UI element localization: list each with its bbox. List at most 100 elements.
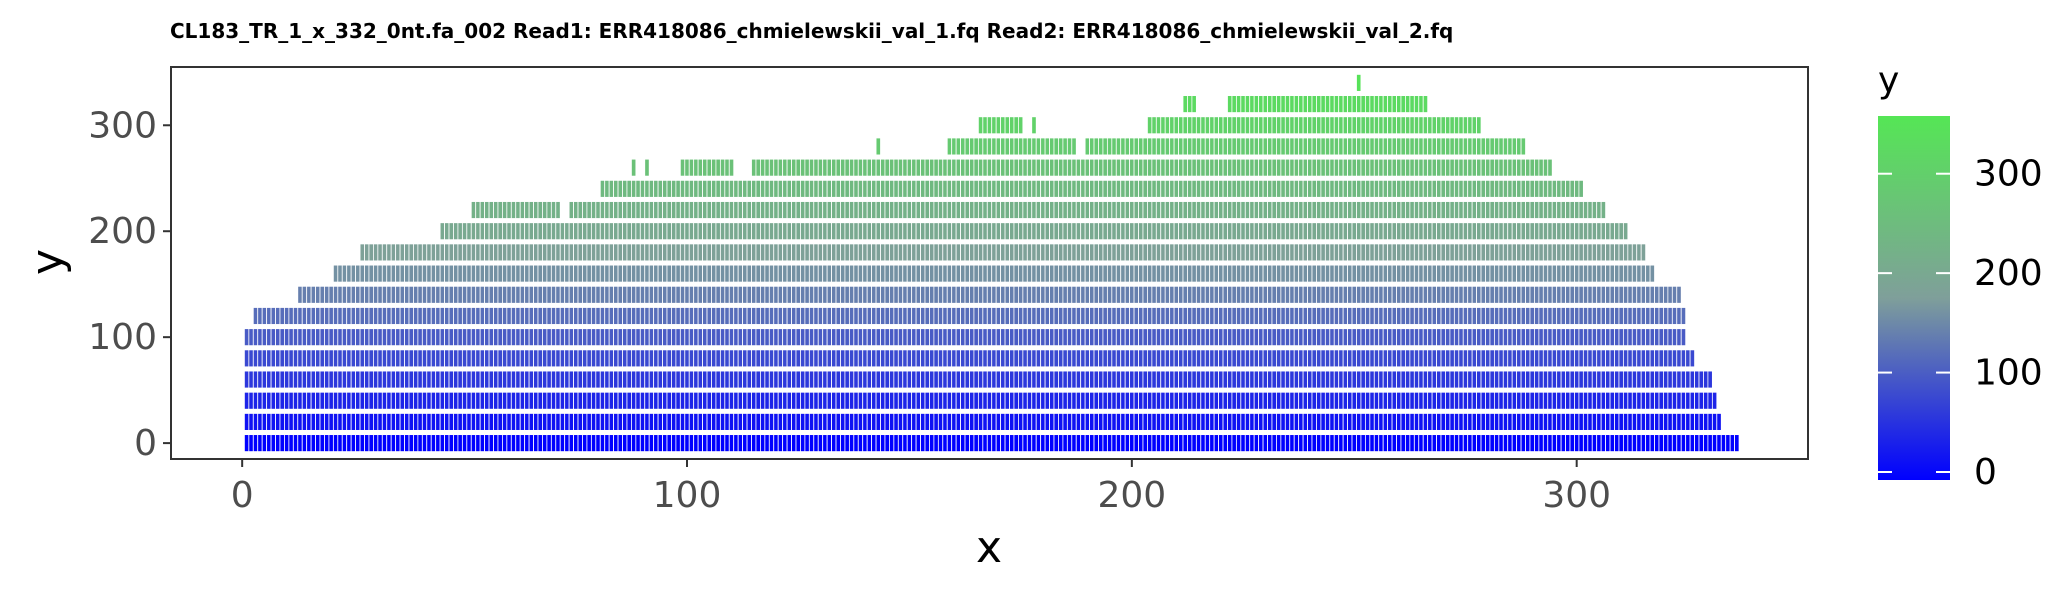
tile <box>1284 243 1291 262</box>
tile <box>911 391 917 410</box>
tile <box>1240 222 1246 241</box>
tile <box>1400 243 1406 262</box>
tile <box>1280 434 1286 452</box>
tile <box>1520 137 1526 156</box>
tile <box>1209 434 1215 452</box>
tile <box>1685 349 1691 368</box>
tile <box>982 264 988 283</box>
tile <box>1071 370 1077 389</box>
tile <box>470 222 477 241</box>
tile <box>657 434 663 452</box>
tile <box>546 413 552 431</box>
tile <box>1071 349 1077 368</box>
tile <box>693 179 699 198</box>
tile <box>1378 328 1384 347</box>
tile <box>1640 413 1647 431</box>
tile <box>1347 370 1353 389</box>
tile <box>1400 370 1406 389</box>
tile <box>875 413 881 431</box>
tile <box>501 391 508 410</box>
tile <box>501 328 508 347</box>
tile <box>1169 243 1175 262</box>
tile <box>582 413 588 431</box>
tile <box>826 243 832 262</box>
tile <box>1680 307 1687 325</box>
tile <box>332 370 339 389</box>
tile <box>688 307 695 325</box>
tile <box>1347 137 1353 156</box>
tile <box>1022 179 1028 198</box>
tile <box>1289 264 1295 283</box>
tile <box>733 285 739 304</box>
tile <box>550 349 557 368</box>
tile <box>306 328 312 347</box>
tile <box>1600 285 1607 304</box>
tile <box>1240 370 1246 389</box>
tile <box>1560 434 1566 452</box>
tile <box>662 179 668 198</box>
tile <box>693 285 699 304</box>
tile <box>1645 370 1651 389</box>
tile <box>1280 391 1286 410</box>
tile <box>929 307 935 325</box>
tile <box>679 158 686 177</box>
tile <box>746 328 752 347</box>
tile <box>350 349 357 368</box>
tile <box>1124 370 1131 389</box>
tile <box>1582 370 1589 389</box>
tile <box>1342 391 1349 410</box>
tile <box>1284 349 1291 368</box>
tile <box>332 264 339 283</box>
tile <box>461 349 468 368</box>
tile <box>1436 370 1442 389</box>
tile <box>1596 370 1602 389</box>
tile <box>1369 413 1375 431</box>
tile <box>479 307 486 325</box>
tile <box>986 243 993 262</box>
tile <box>1195 413 1202 431</box>
tile <box>1231 116 1237 135</box>
tile <box>808 179 815 198</box>
tile <box>960 137 966 156</box>
tile <box>1364 370 1371 389</box>
tile <box>1195 158 1202 177</box>
tile <box>284 349 290 368</box>
tile <box>1663 370 1669 389</box>
tile <box>1209 370 1215 389</box>
tile <box>1271 285 1277 304</box>
tile <box>399 285 405 304</box>
tile <box>742 285 748 304</box>
tile <box>857 307 864 325</box>
tile <box>697 370 703 389</box>
tile <box>1413 243 1420 262</box>
tile <box>288 349 294 368</box>
tile <box>1089 328 1095 347</box>
tile <box>564 434 570 452</box>
tile <box>266 391 272 410</box>
tile <box>550 328 557 347</box>
tile <box>1218 158 1224 177</box>
tile <box>1182 370 1188 389</box>
tile <box>1200 179 1206 198</box>
tile <box>1182 349 1188 368</box>
tile <box>1040 158 1046 177</box>
tile <box>648 264 655 283</box>
tile <box>1031 116 1037 135</box>
tile <box>1289 328 1295 347</box>
tile <box>1267 307 1273 325</box>
tile <box>1405 349 1411 368</box>
tile <box>755 434 761 452</box>
tile <box>1400 201 1406 219</box>
tile <box>1627 391 1633 410</box>
tile <box>359 349 365 368</box>
tile <box>893 158 899 177</box>
tile <box>933 328 939 347</box>
tile <box>1298 413 1304 431</box>
tile <box>1187 95 1193 113</box>
tile <box>408 243 414 262</box>
tile <box>937 179 944 198</box>
tile <box>929 179 935 198</box>
tile <box>889 201 895 219</box>
tile <box>1556 222 1562 241</box>
tile <box>1658 413 1664 431</box>
